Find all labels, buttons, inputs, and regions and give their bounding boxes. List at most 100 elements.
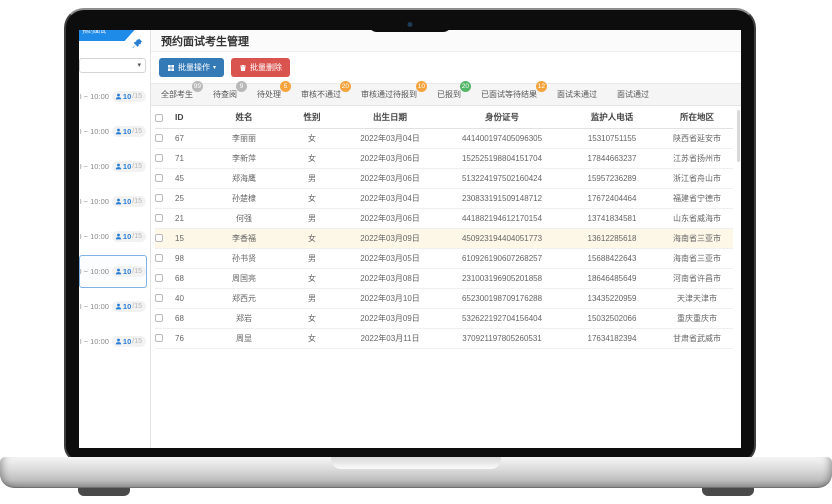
window-tab-label: 预约面试 (82, 30, 107, 35)
slot-time: 0 ~ 10:00 (79, 302, 109, 311)
row-checkbox[interactable] (155, 314, 163, 323)
cell-region: 福建省宁德市 (661, 188, 733, 209)
cell-guardian-phone: 15688422643 (563, 248, 661, 269)
capacity-badge: 10 /15 (111, 161, 146, 172)
row-checkbox[interactable] (155, 234, 163, 243)
table-row[interactable]: 68 周国亮 女 2022年03月08日 231003196905201858 … (155, 268, 733, 289)
candidates-table: ID 姓名 性别 出生日期 身份证号 监护人电话 所在地区 (155, 106, 733, 349)
cell-gender: 女 (285, 188, 339, 209)
cell-id: 15 (175, 228, 203, 249)
status-tab[interactable]: 审核不通过 20 (301, 81, 351, 100)
cell-guardian-phone: 17634182394 (563, 328, 661, 349)
person-icon (115, 93, 122, 100)
cell-id-number: 441400197405096305 (441, 128, 563, 149)
capacity-badge: 10 /15 (111, 231, 146, 242)
time-slot-item[interactable]: 0 ~ 10:00 10 /15 (79, 185, 147, 218)
batch-delete-button[interactable]: 批量删除 (231, 58, 291, 77)
cell-id-number: 532622192704156404 (441, 308, 563, 329)
person-icon (115, 163, 122, 170)
time-slot-item[interactable]: 0 ~ 10:00 10 /15 (79, 220, 147, 253)
camera-dot (407, 22, 413, 27)
cell-id: 40 (175, 288, 203, 309)
time-slot-item[interactable]: 0 ~ 10:00 10 /15 (79, 80, 147, 113)
status-tab[interactable]: 待处理 5 (257, 81, 291, 100)
grid-icon (168, 64, 174, 71)
row-checkbox[interactable] (155, 154, 163, 163)
time-slot-item[interactable]: 0 ~ 10:00 10 /15 (79, 290, 147, 323)
slot-total: /15 (132, 303, 142, 310)
table-row[interactable]: 15 李香福 女 2022年03月09日 450923194404051773 … (155, 228, 733, 249)
time-slot-item[interactable]: 0 ~ 10:00 10 /15 (79, 255, 147, 288)
cell-region: 山东省威海市 (661, 208, 733, 229)
table-row[interactable]: 45 郑海鹰 男 2022年03月06日 513224197502160424 … (155, 168, 733, 189)
col-name: 姓名 (203, 106, 285, 129)
time-slot-item[interactable]: 0 ~ 10:00 10 /15 (79, 150, 147, 183)
cell-id-number: 513224197502160424 (441, 168, 563, 189)
slot-filter-select[interactable]: ▾ (79, 58, 146, 73)
capacity-badge: 10 /15 (111, 196, 146, 207)
table-row[interactable]: 21 何强 男 2022年03月06日 441882194612170154 1… (155, 208, 733, 229)
cell-name: 孙楚棣 (203, 188, 285, 209)
row-checkbox[interactable] (155, 254, 163, 263)
row-checkbox[interactable] (155, 194, 163, 203)
row-checkbox[interactable] (155, 334, 163, 343)
cell-name: 周显 (203, 328, 285, 349)
cell-name: 李香福 (203, 228, 285, 249)
time-slot-item[interactable]: 0 ~ 10:00 10 /15 (79, 325, 147, 358)
cell-birth: 2022年03月11日 (339, 328, 441, 349)
time-slot-item[interactable]: 0 ~ 10:00 10 /15 (79, 115, 147, 148)
trash-icon (240, 64, 247, 71)
col-id-number: 身份证号 (441, 106, 563, 129)
tab-count-badge: 5 (280, 81, 291, 92)
capacity-badge: 10 /15 (111, 126, 146, 137)
batch-operations-button[interactable]: 批量操作 ▾ (159, 58, 225, 77)
row-checkbox[interactable] (155, 134, 163, 143)
col-birth: 出生日期 (339, 106, 441, 129)
cell-id-number: 652300198709176288 (441, 288, 563, 309)
status-tab[interactable]: 待查阅 9 (213, 81, 247, 100)
cell-birth: 2022年03月06日 (339, 208, 441, 229)
status-tab[interactable]: 审核通过待报到 10 (361, 81, 427, 100)
slot-count: 10 (122, 337, 132, 346)
row-checkbox[interactable] (155, 294, 163, 303)
slot-time: 0 ~ 10:00 (79, 92, 109, 101)
cell-birth: 2022年03月08日 (339, 268, 441, 289)
cell-id: 68 (175, 268, 203, 289)
status-tab[interactable]: 全部考生 99 (161, 81, 203, 100)
cell-birth: 2022年03月06日 (339, 148, 441, 169)
cell-guardian-phone: 15032502066 (563, 308, 661, 329)
pin-icon[interactable] (132, 38, 143, 49)
close-icon[interactable]: × (109, 30, 113, 32)
tab-count-badge: 10 (415, 81, 427, 92)
table-row[interactable]: 25 孙楚棣 女 2022年03月04日 230833191509148712 … (155, 188, 733, 209)
slot-total: /15 (132, 198, 142, 205)
row-checkbox[interactable] (155, 214, 163, 223)
row-checkbox[interactable] (155, 174, 163, 183)
window-tab[interactable]: 预约面试 × (79, 30, 139, 41)
status-tab[interactable]: 已报到 20 (437, 81, 471, 100)
tab-label: 审核不通过 (301, 90, 341, 99)
cell-id-number: 152525198804151704 (441, 148, 563, 169)
slot-time: 0 ~ 10:00 (79, 127, 109, 136)
status-filter-tabs: 全部考生 99 待查阅 9 待处理 5 审核不通过 20 审核通过待报到 (151, 81, 741, 106)
slot-total: /15 (132, 268, 142, 275)
table-row[interactable]: 68 郑岩 女 2022年03月09日 532622192704156404 1… (155, 308, 733, 329)
cell-birth: 2022年03月04日 (339, 128, 441, 149)
table-row[interactable]: 71 李新萍 女 2022年03月06日 152525198804151704 … (155, 148, 733, 169)
select-all-checkbox[interactable] (155, 113, 163, 122)
status-tab[interactable]: 已面试等待结果 12 (481, 81, 547, 100)
cell-birth: 2022年03月10日 (339, 288, 441, 309)
capacity-badge: 10 /15 (111, 336, 146, 347)
table-row[interactable]: 40 郑西元 男 2022年03月10日 652300198709176288 … (155, 288, 733, 309)
cell-guardian-phone: 15957236289 (563, 168, 661, 189)
cell-name: 何强 (203, 208, 285, 229)
row-checkbox[interactable] (155, 274, 163, 283)
scrollbar-thumb[interactable] (737, 110, 740, 162)
table-row[interactable]: 98 孙书贤 男 2022年03月05日 610926190607268257 … (155, 248, 733, 269)
cell-guardian-phone: 13435220959 (563, 288, 661, 309)
table-row[interactable]: 67 李丽丽 女 2022年03月04日 441400197405096305 … (155, 128, 733, 149)
status-tab[interactable]: 面试通过 (617, 89, 649, 100)
status-tab[interactable]: 面试未通过 (557, 89, 597, 100)
title-bar: 预约面试考生管理 (151, 30, 741, 52)
table-row[interactable]: 76 周显 女 2022年03月11日 370921197805260531 1… (155, 328, 733, 349)
